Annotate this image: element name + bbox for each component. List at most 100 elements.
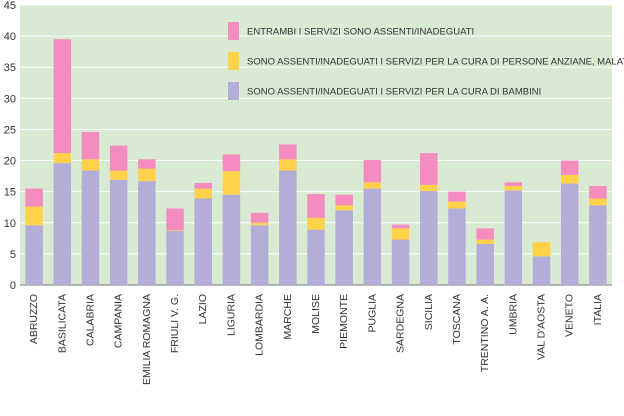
bar-segment-2 (53, 153, 72, 164)
bar-segment-1 (250, 225, 269, 285)
bar-segment-1 (81, 170, 100, 285)
bar-segment-1 (53, 163, 72, 285)
legend-label-2: SONO ASSENTI/INADEGUATI I SERVIZI PER LA… (247, 57, 624, 68)
bar-segment-3 (363, 159, 382, 183)
bar-segment-1 (532, 256, 551, 285)
y-tick-label: 40 (4, 31, 16, 43)
bar-segment-1 (363, 188, 382, 285)
bar-segment-2 (391, 228, 410, 240)
bar-segment-2 (335, 205, 353, 211)
bar-segment-3 (53, 39, 72, 154)
x-category-label: LOMBARDIA (254, 294, 266, 356)
y-axis-ticks: 0 5 10 15 20 25 30 35 40 45 (4, 0, 16, 292)
legend-swatch-1 (228, 82, 239, 100)
x-category-label: BASILICATA (56, 294, 68, 353)
x-category-label: VAL D'AOSTA (536, 294, 548, 360)
bar-segment-1 (307, 229, 325, 285)
bar-segment-2 (138, 168, 156, 182)
x-category-label: MOLISE (310, 294, 322, 334)
bar-segment-2 (589, 198, 607, 206)
bar-segment-2 (560, 174, 579, 184)
bar-segment-1 (589, 205, 607, 285)
x-category-label: LAZIO (197, 294, 209, 324)
bar-segment-2 (81, 159, 100, 171)
bar-segment-3 (222, 154, 241, 172)
x-category-label: TOSCANA (451, 294, 463, 345)
y-tick-label: 5 (10, 249, 16, 261)
x-category-label: TRENTINO A. A. (479, 294, 491, 372)
bar-segment-3 (109, 145, 128, 171)
bar-segment-1 (335, 210, 353, 285)
bar-segment-2 (504, 186, 523, 191)
bar-segment-2 (307, 217, 325, 230)
bar-segment-3 (448, 191, 466, 202)
bar-segment-3 (81, 131, 100, 160)
bar-segment-2 (109, 170, 128, 180)
bar-segment-1 (391, 239, 410, 285)
legend: ENTRAMBI I SERVIZI SONO ASSENTI/INADEGUA… (228, 22, 624, 100)
bar-segment-3 (138, 159, 156, 169)
bar-segment-1 (560, 183, 579, 285)
x-category-label: MARCHE (282, 294, 294, 340)
x-category-label: ITALIA (592, 294, 604, 325)
x-category-label: FRIULI V. G. (169, 294, 181, 353)
bar-segment-3 (335, 194, 353, 206)
bar-segment-3 (279, 144, 297, 160)
bar-segment-1 (279, 170, 297, 285)
x-category-label: ABRUZZO (28, 294, 40, 344)
bar-segment-3 (504, 182, 523, 187)
bar-segment-1 (194, 198, 212, 285)
bar-segment-3 (560, 160, 579, 175)
legend-label-3: ENTRAMBI I SERVIZI SONO ASSENTI/INADEGUA… (247, 27, 474, 38)
y-tick-label: 20 (4, 156, 16, 168)
x-category-label: SICILIA (423, 294, 435, 330)
bar-segment-3 (476, 228, 494, 240)
bars (25, 39, 607, 285)
x-category-label: CAMPANIA (113, 294, 125, 348)
bar-segment-2 (250, 222, 269, 226)
bar-segment-1 (448, 208, 466, 285)
bar-segment-2 (166, 230, 184, 231)
bar-segment-2 (25, 206, 43, 226)
x-category-label: VENETO (564, 294, 576, 337)
x-category-label: UMBRIA (507, 294, 519, 335)
legend-swatch-3 (228, 22, 239, 40)
bar-segment-3 (391, 224, 410, 229)
legend-swatch-2 (228, 52, 239, 70)
x-category-label: CALABRIA (84, 294, 96, 346)
x-category-label: LIGURIA (225, 294, 237, 336)
y-tick-label: 35 (4, 62, 16, 74)
x-category-label: SARDEGNA (395, 294, 407, 353)
x-category-label: EMILIA ROMAGNA (141, 294, 153, 385)
y-tick-label: 45 (4, 0, 16, 12)
bar-segment-3 (194, 182, 212, 189)
bar-segment-2 (476, 239, 494, 244)
y-tick-label: 0 (10, 280, 16, 292)
y-tick-label: 25 (4, 124, 16, 136)
bar-segment-2 (222, 171, 241, 195)
bar-segment-1 (420, 191, 438, 285)
bar-segment-2 (448, 201, 466, 209)
bar-segment-2 (279, 159, 297, 171)
bar-segment-1 (138, 181, 156, 285)
bar-segment-1 (25, 225, 43, 285)
bar-segment-1 (166, 230, 184, 285)
bar-segment-2 (532, 242, 551, 257)
x-category-label: PIEMONTE (338, 294, 350, 349)
bar-segment-2 (363, 182, 382, 189)
bar-segment-3 (250, 212, 269, 223)
bar-segment-1 (476, 243, 494, 285)
bar-segment-1 (504, 190, 523, 285)
y-tick-label: 15 (4, 187, 16, 199)
bar-segment-2 (420, 184, 438, 192)
bar-segment-1 (109, 179, 128, 285)
y-tick-label: 10 (4, 218, 16, 230)
bar-segment-3 (307, 194, 325, 218)
bar-segment-1 (222, 194, 241, 285)
y-tick-label: 30 (4, 93, 16, 105)
bar-segment-2 (194, 188, 212, 199)
bar-segment-3 (589, 186, 607, 199)
bar-segment-3 (420, 153, 438, 185)
bar-segment-3 (166, 208, 184, 231)
